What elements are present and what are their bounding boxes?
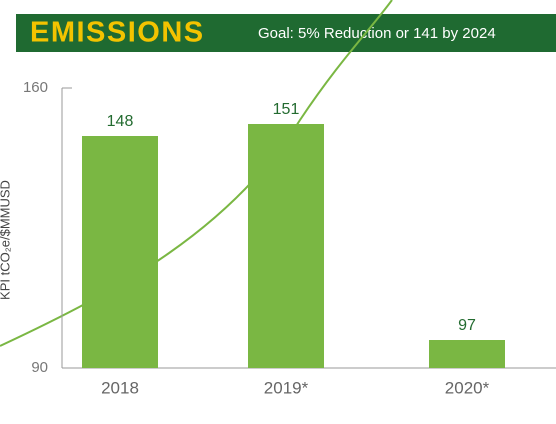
title-banner <box>16 14 556 52</box>
y-tick-label: 90 <box>31 359 48 376</box>
chart-subtitle: Goal: 5% Reduction or 141 by 2024 <box>258 25 496 42</box>
value-label: 97 <box>458 317 476 334</box>
bar <box>429 340 505 368</box>
value-label: 148 <box>107 113 134 130</box>
y-axis-label: KPI tCO₂e/$MMUSD <box>0 180 12 300</box>
x-tick-label: 2019* <box>264 378 309 397</box>
chart-title: EMISSIONS <box>30 17 205 49</box>
bar <box>248 124 324 368</box>
value-label: 151 <box>273 101 300 118</box>
x-tick-label: 2020* <box>445 378 490 397</box>
bar <box>82 136 158 368</box>
y-tick-label: 160 <box>23 79 48 96</box>
x-tick-label: 2018 <box>101 378 139 397</box>
